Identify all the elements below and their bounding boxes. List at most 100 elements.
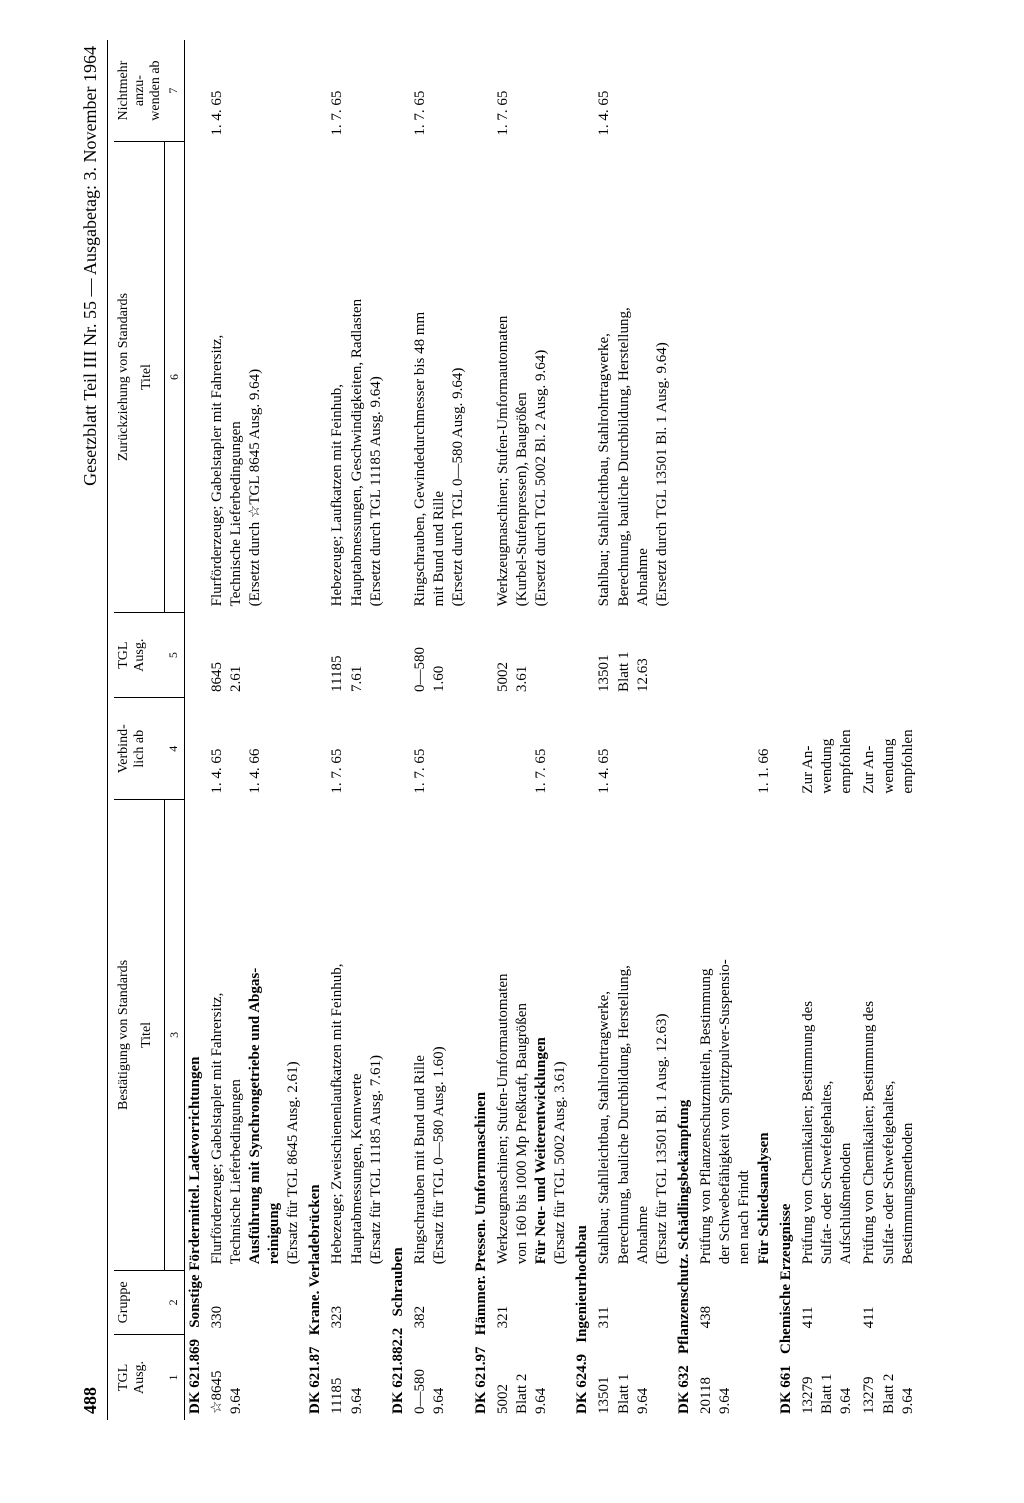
entry-ztgl	[797, 612, 859, 698]
th-num-1: 1	[164, 1334, 184, 1420]
section-title: Chemische Erzeugnisse	[778, 1204, 794, 1354]
entry-title: Werkzeugmaschinen; Stufen-Umformautomate…	[492, 800, 573, 1271]
entry-row: 5002 Blatt 2 9.64321Werkzeugmaschinen; S…	[492, 40, 573, 1420]
section-dk: DK 661	[778, 1365, 794, 1414]
entry-nichtmehr	[695, 40, 776, 142]
entry-ztitle: Werkzeugmaschinen; Stufen-Umformautomate…	[492, 142, 573, 613]
section-dk: DK 621.97	[473, 1347, 489, 1415]
th-ztgl: TGL Ausg.	[114, 612, 164, 698]
th-num-3: 3	[164, 800, 184, 1271]
section-title: Ingenieurhochbau	[574, 1225, 590, 1343]
th-num-4: 4	[164, 698, 184, 800]
entry-ztgl: 5002 3.61	[492, 612, 573, 698]
entry-tgl: 20118 9.64	[695, 1334, 776, 1420]
th-num-2: 2	[164, 1270, 184, 1334]
entry-ztgl	[695, 612, 776, 698]
entry-tgl: 13279 Blatt 1 9.64	[797, 1334, 859, 1420]
entry-ztitle: Hebezeuge; Laufkatzen mit Feinhub,Haupta…	[326, 142, 388, 613]
th-title: Titel	[137, 800, 164, 1271]
entry-tgl: 13501 Blatt 1 9.64	[593, 1334, 674, 1420]
entry-ztitle: Ringschrauben, Gewindedurchmesser bis 48…	[409, 142, 471, 613]
entry-verbindlich: 1. 1. 66	[695, 698, 776, 800]
entry-title: Stahlbau; Stahlleichtbau, Stahlrohrtragw…	[593, 800, 674, 1271]
entry-ztgl: 0—580 1.60	[409, 612, 471, 698]
entry-title: Prüfung von Chemikalien; Bestimmung desS…	[797, 800, 859, 1271]
entry-row: 11185 9.64323Hebezeuge; Zweischienenlauf…	[326, 40, 388, 1420]
th-num-7: 7	[164, 40, 184, 142]
th-verb: Verbind- lich ab	[114, 698, 164, 800]
entry-ztgl: 13501 Blatt 1 12.63	[593, 612, 674, 698]
entry-tgl: 13279 Blatt 2 9.64	[858, 1334, 920, 1420]
document-page: 488 Gesetzblatt Teil III Nr. 55 — Ausgab…	[80, 40, 920, 1420]
section-title: Krane. Verladebrücken	[307, 1184, 323, 1335]
th-span-right: Zurückziehung von Standards	[114, 142, 137, 613]
entry-title: Hebezeuge; Zweischienenlaufkatzen mit Fe…	[326, 800, 388, 1271]
table-head: TGL Ausg. Gruppe Bestätigung von Standar…	[114, 40, 184, 1420]
page-number: 488	[80, 1387, 101, 1414]
section-dk: DK 632	[676, 1365, 692, 1414]
entry-ztgl: 11185 7.61	[326, 612, 388, 698]
th-num-5: 5	[164, 612, 184, 698]
entry-ztitle	[695, 142, 776, 613]
section-row: DK 632 Pflanzenschutz. Schädlingsbekämpf…	[674, 40, 695, 1420]
th-tgl: TGL Ausg.	[114, 1334, 164, 1420]
entry-verbindlich: 1. 7. 65	[492, 698, 573, 800]
section-title: Schrauben	[390, 1247, 406, 1316]
section-row: DK 624.9 Ingenieurhochbau	[572, 40, 593, 1420]
table-body: DK 621.869 Sonstige Fördermittel. Ladevo…	[184, 40, 920, 1420]
entry-verbindlich: 1. 7. 65	[326, 698, 388, 800]
entry-tgl: ☆8645 9.64	[206, 1334, 306, 1420]
entry-verbindlich: Zur An- wendung empfohlen	[797, 698, 859, 800]
entry-nichtmehr: 1. 7. 65	[492, 40, 573, 142]
entry-tgl: 5002 Blatt 2 9.64	[492, 1334, 573, 1420]
section-dk: DK 624.9	[574, 1354, 590, 1414]
entry-title: Ringschrauben mit Bund und Rille(Ersatz …	[409, 800, 471, 1271]
entry-nichtmehr: 1. 4. 65	[593, 40, 674, 142]
section-row: DK 621.87 Krane. Verladebrücken	[305, 40, 326, 1420]
entry-title: Flurförderzeuge; Gabelstapler mit Fahrer…	[206, 800, 306, 1271]
entry-verbindlich: 1. 4. 65	[593, 698, 674, 800]
entry-gruppe: 323	[326, 1270, 388, 1334]
section-dk: DK 621.87	[307, 1347, 323, 1415]
entry-nichtmehr	[797, 40, 859, 142]
entry-nichtmehr: 1. 7. 65	[409, 40, 471, 142]
entry-ztitle	[858, 142, 920, 613]
entry-tgl: 0—580 9.64	[409, 1334, 471, 1420]
section-row: DK 621.97 Hämmer. Pressen. Umformmaschin…	[471, 40, 492, 1420]
entry-ztitle: Flurförderzeuge; Gabelstapler mit Fahrer…	[206, 142, 306, 613]
entry-tgl: 11185 9.64	[326, 1334, 388, 1420]
section-title: Hämmer. Pressen. Umformmaschinen	[473, 1092, 489, 1335]
entry-verbindlich: 1. 7. 65	[409, 698, 471, 800]
entry-nichtmehr: 1. 4. 65	[206, 40, 306, 142]
section-row: DK 661 Chemische Erzeugnisse	[776, 40, 797, 1420]
entry-ztitle: Stahlbau; Stahlleichtbau, Stahlrohrtragw…	[593, 142, 674, 613]
section-title: Sonstige Fördermittel. Ladevorrichtungen	[187, 1057, 203, 1328]
th-span-left: Bestätigung von Standards	[114, 800, 137, 1271]
entry-row: 13501 Blatt 1 9.64311Stahlbau; Stahlleic…	[593, 40, 674, 1420]
section-row: DK 621.882.2 Schrauben	[388, 40, 409, 1420]
entry-gruppe: 321	[492, 1270, 573, 1334]
entry-row: 0—580 9.64382Ringschrauben mit Bund und …	[409, 40, 471, 1420]
entry-row: 13279 Blatt 2 9.64411Prüfung von Chemika…	[858, 40, 920, 1420]
section-dk: DK 621.869	[187, 1339, 203, 1414]
header-title: Gesetzblatt Teil III Nr. 55 — Ausgabetag…	[80, 46, 101, 486]
running-head: 488 Gesetzblatt Teil III Nr. 55 — Ausgab…	[80, 40, 108, 1420]
entry-row: 13279 Blatt 1 9.64411Prüfung von Chemika…	[797, 40, 859, 1420]
entry-gruppe: 411	[797, 1270, 859, 1334]
entry-ztgl: 8645 2.61	[206, 612, 306, 698]
entry-gruppe: 311	[593, 1270, 674, 1334]
entry-row: ☆8645 9.64330Flurförderzeuge; Gabelstapl…	[206, 40, 306, 1420]
entry-title: Prüfung von Chemikalien; Bestimmung desS…	[858, 800, 920, 1271]
entry-ztgl	[858, 612, 920, 698]
entry-gruppe: 411	[858, 1270, 920, 1334]
th-gruppe: Gruppe	[114, 1270, 164, 1334]
th-num-6: 6	[164, 142, 184, 613]
entry-verbindlich: 1. 4. 65 1. 4. 66	[206, 698, 306, 800]
entry-verbindlich: Zur An- wendung empfohlen	[858, 698, 920, 800]
section-title: Pflanzenschutz. Schädlingsbekämpfung	[676, 1100, 692, 1354]
entry-ztitle	[797, 142, 859, 613]
entry-nichtmehr: 1. 7. 65	[326, 40, 388, 142]
section-dk: DK 621.882.2	[390, 1328, 406, 1414]
standards-table: TGL Ausg. Gruppe Bestätigung von Standar…	[114, 40, 920, 1420]
entry-title: Prüfung von Pflanzenschutzmitteln, Besti…	[695, 800, 776, 1271]
